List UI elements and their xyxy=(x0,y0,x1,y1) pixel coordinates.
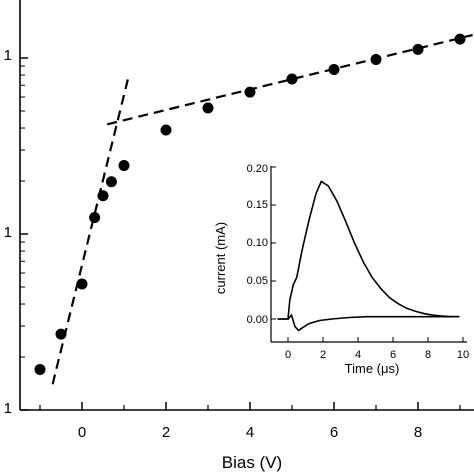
inset-x-tick-label: 8 xyxy=(425,349,431,361)
data-point xyxy=(55,328,67,340)
data-point xyxy=(244,86,256,98)
x-tick-label: 4 xyxy=(246,424,254,441)
inset-x-tick-labels: 0 2 4 6 8 10 xyxy=(285,349,469,361)
x-tick-label: 6 xyxy=(330,424,338,441)
inset-series xyxy=(277,180,460,332)
inset-x-tick-label: 0 xyxy=(285,349,291,361)
inset-y-axis-label: current (mA) xyxy=(213,222,228,294)
inset-y-tick-labels: 0.00 0.05 0.10 0.15 0.20 xyxy=(247,163,268,326)
data-point xyxy=(97,190,109,202)
inset-x-tick-label: 4 xyxy=(355,349,361,361)
data-point xyxy=(286,73,298,85)
dashed-fit-line xyxy=(106,33,473,126)
x-axis-label: Bias (V) xyxy=(222,453,282,472)
inset-axes xyxy=(270,166,467,343)
main-axis-ticks xyxy=(20,57,461,411)
data-point xyxy=(202,102,214,114)
inset-y-tick-label: 0.05 xyxy=(247,275,268,287)
inset-frame xyxy=(271,166,467,356)
inset-y-tick-label: 0.20 xyxy=(247,163,268,175)
inset-y-tick-label: 0.10 xyxy=(247,237,268,249)
main-x-tick-labels: 0 2 4 6 8 xyxy=(78,424,422,441)
data-point xyxy=(118,160,130,172)
data-point xyxy=(412,43,424,55)
inset-series-line-peak xyxy=(277,180,460,320)
inset-y-tick-label: 0.00 xyxy=(247,314,268,326)
data-point xyxy=(105,176,117,188)
data-point xyxy=(328,64,340,76)
inset-x-tick-label: 10 xyxy=(457,349,469,361)
data-point xyxy=(89,212,101,224)
x-tick-label: 8 xyxy=(414,424,422,441)
main-data-points xyxy=(34,33,466,375)
y-tick-label: 1 xyxy=(4,224,12,241)
inset-x-axis-label: Time (μs) xyxy=(345,361,400,376)
inset-y-tick-label: 0.15 xyxy=(247,199,268,211)
x-tick-label: 2 xyxy=(162,424,170,441)
data-point xyxy=(454,33,466,45)
data-point xyxy=(370,54,382,66)
inset-x-tick-label: 2 xyxy=(320,349,326,361)
data-point xyxy=(34,363,46,375)
x-tick-label: 0 xyxy=(78,424,86,441)
inset-x-tick-label: 6 xyxy=(390,349,396,361)
inset-series-line-baseline xyxy=(277,313,460,332)
main-y-tick-labels: 1 1 1 xyxy=(4,47,12,417)
data-point xyxy=(160,124,172,136)
y-tick-label: 1 xyxy=(4,400,12,417)
data-point xyxy=(76,278,88,290)
y-tick-label: 1 xyxy=(4,47,12,64)
